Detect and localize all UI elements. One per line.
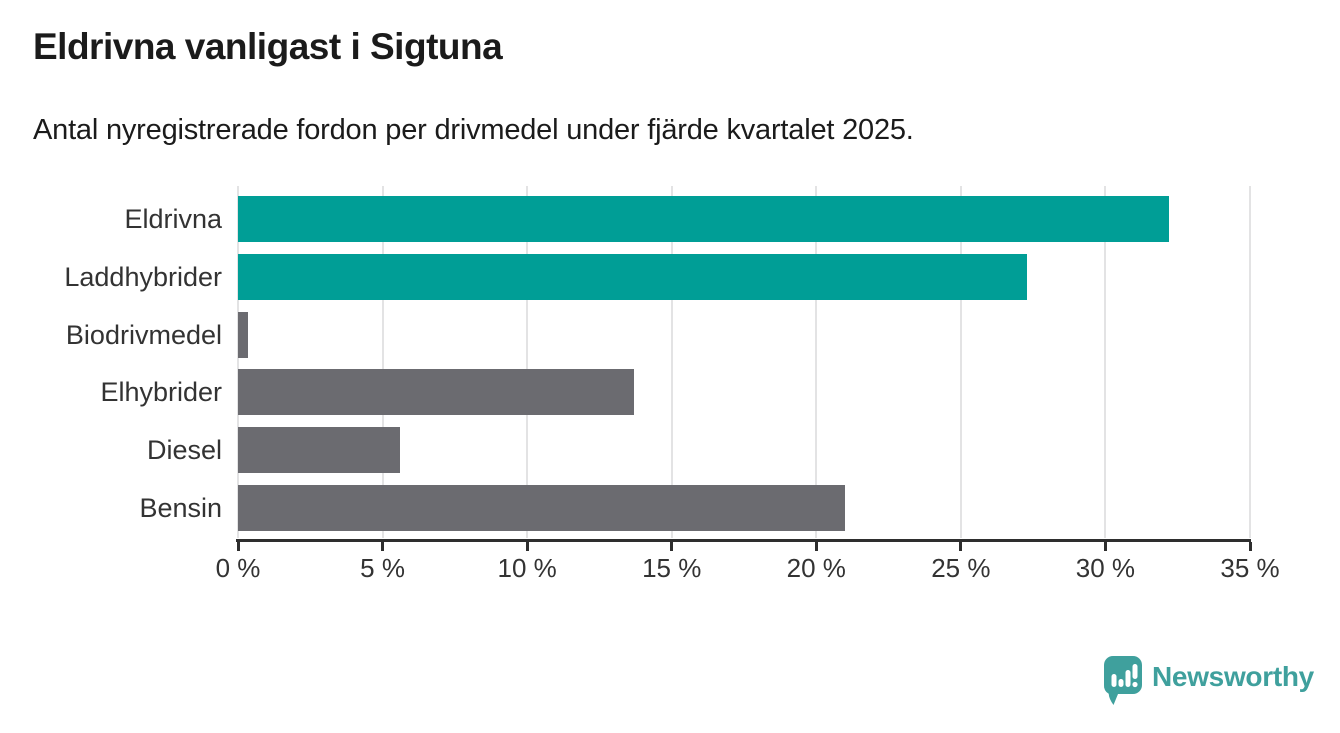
- x-axis-line: [236, 539, 1251, 542]
- gridline-25: [959, 186, 962, 538]
- x-tick-label-10: 10 %: [497, 553, 557, 583]
- plot-area: [237, 186, 1251, 538]
- gridline-10: [526, 186, 529, 538]
- x-tick-15: [670, 542, 674, 551]
- gridline-0: [237, 186, 239, 538]
- x-tick-35: [1248, 542, 1252, 551]
- x-tick-25: [959, 542, 963, 551]
- bar-elhybrider: [238, 369, 635, 416]
- bar-bensin: [238, 485, 846, 531]
- bar-diesel: [238, 427, 400, 474]
- x-tick-label-5: 5 %: [360, 553, 405, 583]
- x-tick-20: [814, 542, 818, 551]
- bar-biodrivmedel: [238, 311, 249, 358]
- x-tick-30: [1103, 542, 1107, 551]
- x-tick-label-30: 30 %: [1075, 553, 1136, 583]
- x-tick-0: [236, 542, 240, 551]
- x-tick-label-25: 25 %: [931, 553, 991, 583]
- gridline-20: [815, 186, 818, 538]
- branding: Newsworthy: [1103, 655, 1314, 707]
- category-label-eldrivna: Eldrivna: [124, 204, 222, 234]
- category-label-bensin: Bensin: [139, 493, 222, 523]
- gridline-15: [670, 186, 673, 538]
- page-title: Eldrivna vanligast i Sigtuna: [33, 26, 503, 67]
- x-tick-label-0: 0 %: [215, 553, 261, 583]
- category-label-laddhybrider: Laddhybrider: [64, 261, 222, 292]
- newsworthy-logo-icon: [1103, 656, 1142, 705]
- gridline-5: [381, 186, 384, 538]
- category-label-biodrivmedel: Biodrivmedel: [65, 319, 222, 350]
- page-subtitle: Antal nyregistrerade fordon per drivmede…: [33, 114, 914, 146]
- bar-eldrivna: [238, 196, 1170, 242]
- category-label-diesel: Diesel: [146, 435, 222, 466]
- category-label-elhybrider: Elhybrider: [100, 377, 222, 408]
- gridline-30: [1104, 186, 1107, 538]
- branding-wordmark: Newsworthy: [1152, 661, 1314, 692]
- x-tick-10: [525, 542, 529, 551]
- x-tick-label-20: 20 %: [786, 553, 846, 583]
- gridline-35: [1249, 186, 1251, 538]
- x-tick-label-35: 35 %: [1220, 553, 1280, 583]
- bar-laddhybrider: [238, 253, 1028, 300]
- x-tick-label-15: 15 %: [642, 553, 702, 583]
- x-tick-5: [381, 542, 385, 551]
